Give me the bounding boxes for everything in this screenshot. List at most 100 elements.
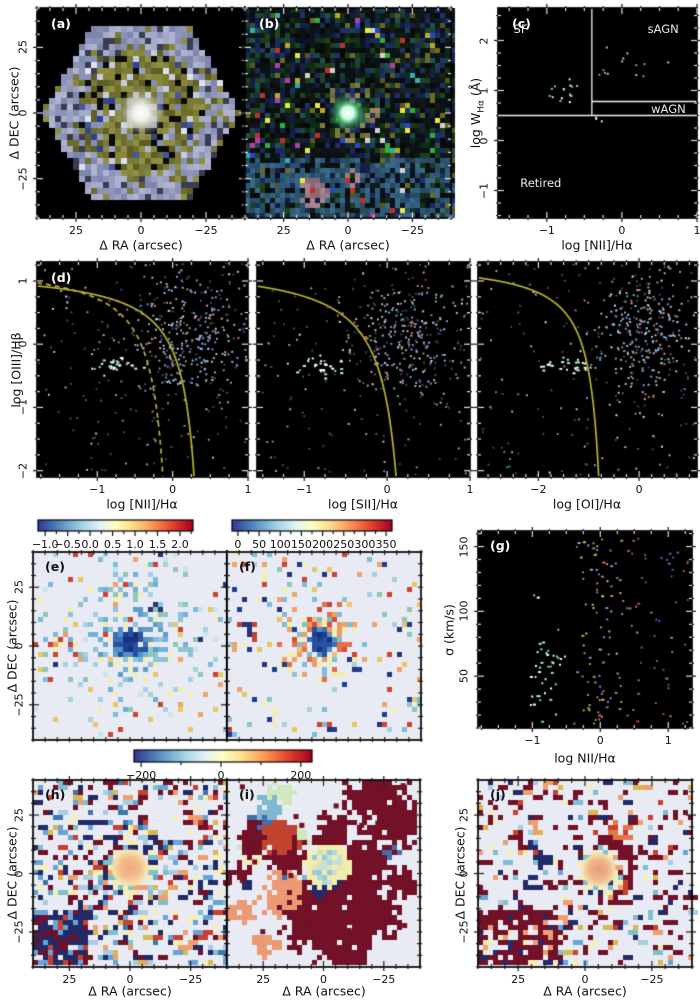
x-axis-label-d1: log [NII]/Hα xyxy=(106,496,178,512)
tick-label: 1 xyxy=(466,483,474,496)
panel-letter-f: (f) xyxy=(239,559,256,574)
tick-label: 25 xyxy=(511,973,526,986)
tick-label: −25 xyxy=(12,920,26,944)
tick-label: 0 xyxy=(320,973,327,986)
tick-label: −1 xyxy=(524,734,541,747)
x-axis-label-a: Δ RA (arcsec) xyxy=(99,237,183,253)
tick-label: 25 xyxy=(256,973,271,986)
panel-d3-canvas xyxy=(470,254,700,485)
panel-a-canvas xyxy=(29,0,253,226)
x-axis-label-i: Δ RA (arcsec) xyxy=(282,983,366,999)
tick-label: 1 xyxy=(244,483,252,496)
tick-label: 0.5 xyxy=(103,538,122,551)
tick-label: 0 xyxy=(581,973,589,986)
tick-label: −25 xyxy=(194,224,218,237)
tick-label: 300 xyxy=(354,538,376,551)
tick-label: −25 xyxy=(400,224,424,237)
colorbar-f-canvas xyxy=(224,512,400,549)
tick-label: −25 xyxy=(640,973,664,986)
tick-label: 200 xyxy=(290,769,312,782)
tick-label: −1 xyxy=(477,182,491,199)
panel-b-canvas xyxy=(237,0,459,226)
tick-label: −1 xyxy=(538,224,555,237)
x-axis-label-g: log NII/Hα xyxy=(554,750,616,766)
tick-label: 0 xyxy=(12,642,26,650)
panel-letter-h: (h) xyxy=(45,787,66,802)
tick-label: 0 xyxy=(126,973,134,986)
panel-letter-c: (c) xyxy=(512,16,531,31)
tick-label: 0 xyxy=(16,340,30,348)
tick-label: −25 xyxy=(179,973,203,986)
tick-label: −0.5 xyxy=(54,538,81,551)
tick-label: 0 xyxy=(383,483,391,496)
tick-label: 25 xyxy=(69,224,83,237)
tick-label: 0 xyxy=(12,870,26,877)
colorbar-e-canvas xyxy=(30,512,201,549)
x-axis-label-d2: log [SII]/Hα xyxy=(328,496,398,512)
tick-label: 0 xyxy=(596,734,604,747)
tick-label: 0 xyxy=(169,483,177,496)
panel-letter-j: (j) xyxy=(490,787,506,802)
tick-label: −25 xyxy=(457,920,471,944)
panel-f-canvas xyxy=(219,544,429,748)
panel-g-canvas xyxy=(470,523,700,736)
tick-label: 1 xyxy=(477,87,491,94)
y-axis-label-g: σ (km/s) xyxy=(441,604,457,656)
tick-label: 25 xyxy=(457,808,471,823)
tick-label: −1.0 xyxy=(31,538,59,551)
panel-d2-canvas xyxy=(249,254,478,485)
tick-label: 25 xyxy=(16,40,30,55)
panel-letter-i: (i) xyxy=(239,787,255,802)
panel-h-canvas xyxy=(25,772,235,975)
tick-label: 0 xyxy=(477,137,491,144)
tick-label: 0 xyxy=(16,109,30,117)
tick-label: 200 xyxy=(312,538,334,551)
tick-label: −1 xyxy=(89,483,106,496)
tick-label: 150 xyxy=(290,538,312,551)
panel-letter-a: (a) xyxy=(51,16,71,31)
tick-label: 1 xyxy=(664,734,672,747)
panel-letter-g: (g) xyxy=(490,538,511,553)
panel-i-canvas xyxy=(219,772,428,975)
tick-label: −2 xyxy=(16,462,30,479)
tick-label: 0 xyxy=(618,224,626,237)
x-axis-label-b: Δ RA (arcsec) xyxy=(306,237,390,253)
region-label-retired: Retired xyxy=(520,176,562,190)
x-axis-label-c: log [NII]/Hα xyxy=(561,237,633,253)
tick-label: 2.0 xyxy=(171,538,189,551)
tick-label: 25 xyxy=(62,973,77,986)
tick-label: 1 xyxy=(693,224,700,237)
tick-label: 0 xyxy=(457,870,471,877)
tick-label: 150 xyxy=(457,536,471,558)
tick-label: 25 xyxy=(12,808,26,823)
tick-label: 0 xyxy=(234,538,242,551)
panel-letter-e: (e) xyxy=(45,559,65,574)
region-label-sagn: sAGN xyxy=(647,22,679,36)
tick-label: 0 xyxy=(137,224,145,237)
tick-label: 350 xyxy=(375,538,397,551)
panel-letter-d: (d) xyxy=(51,270,72,285)
tick-label: 1 xyxy=(16,277,30,285)
panel-letter-b: (b) xyxy=(259,16,280,31)
x-axis-label-j: Δ RA (arcsec) xyxy=(543,983,627,999)
tick-label: 1.0 xyxy=(126,538,144,551)
tick-label: 100 xyxy=(457,600,471,622)
tick-label: 0 xyxy=(635,483,643,496)
tick-label: −25 xyxy=(12,693,26,717)
tick-label: 50 xyxy=(252,538,267,551)
tick-label: 0 xyxy=(344,224,352,237)
x-axis-label-d3: log [OI]/Hα xyxy=(552,496,622,512)
panel-j-canvas xyxy=(470,772,700,975)
tick-label: −25 xyxy=(16,167,30,191)
tick-label: 250 xyxy=(333,538,355,551)
tick-label: 25 xyxy=(12,580,26,595)
tick-label: −1 xyxy=(16,399,30,416)
tick-label: −25 xyxy=(372,973,396,986)
tick-label: 0 xyxy=(217,769,225,782)
region-label-wagn: wAGN xyxy=(651,101,686,116)
tick-label: 50 xyxy=(457,669,471,684)
x-axis-label-h: Δ RA (arcsec) xyxy=(88,983,172,999)
region-label-sf: SF xyxy=(513,22,528,36)
tick-label: −1 xyxy=(296,483,313,496)
